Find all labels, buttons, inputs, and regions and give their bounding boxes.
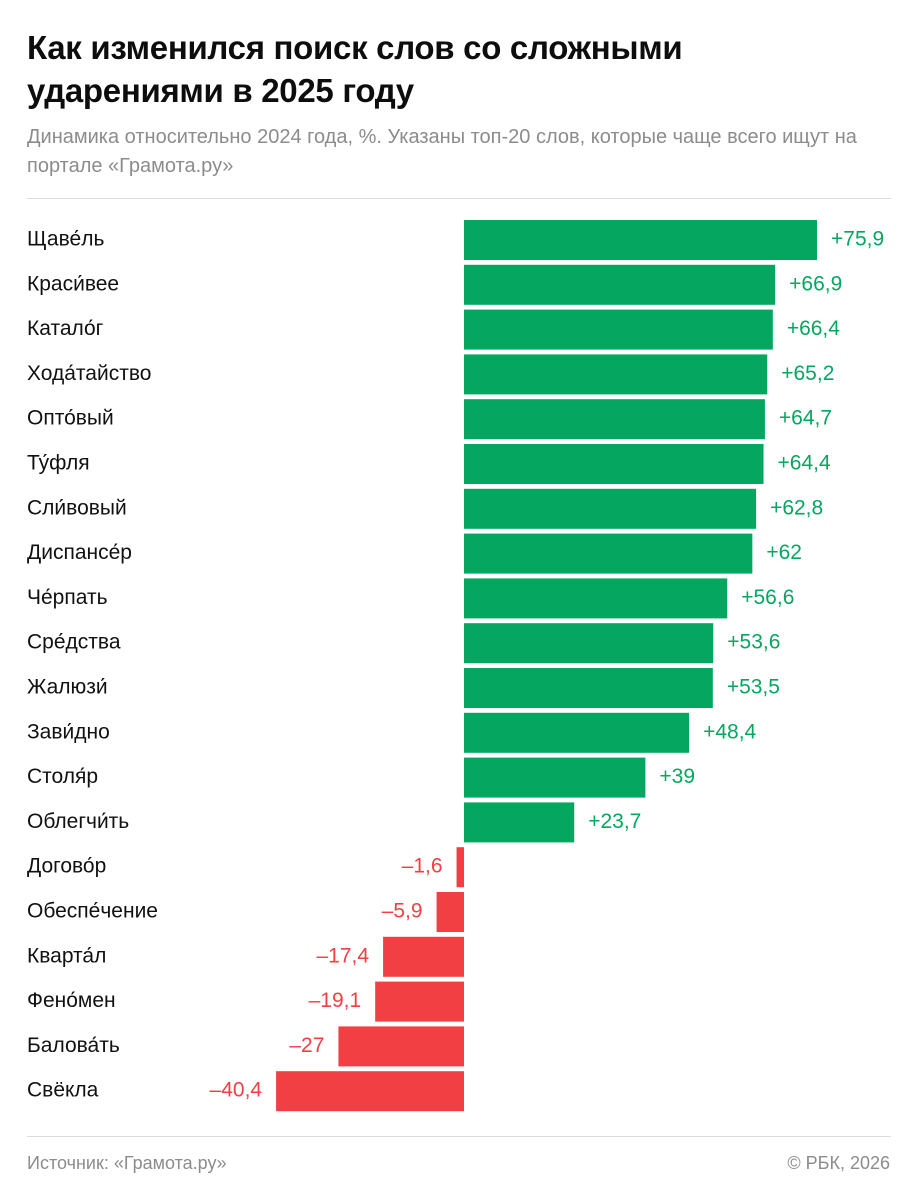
- bar: [338, 1026, 464, 1067]
- bar: [464, 399, 765, 440]
- value-label: +66,4: [787, 317, 840, 340]
- value-label: +39: [659, 765, 695, 788]
- category-label: Ту́фля: [27, 452, 90, 475]
- category-label: Че́рпать: [27, 586, 108, 609]
- value-label: +65,2: [781, 362, 834, 385]
- bar: [464, 802, 575, 843]
- category-label: Хода́тайство: [27, 362, 151, 385]
- bar: [456, 847, 464, 888]
- category-label: Столя́р: [27, 765, 98, 788]
- bar: [375, 981, 464, 1022]
- value-label: –27: [289, 1034, 324, 1057]
- category-label: Катало́г: [27, 317, 104, 340]
- bar: [464, 488, 757, 529]
- bar: [464, 668, 713, 708]
- value-label: +64,4: [778, 452, 831, 475]
- bar: [383, 936, 464, 977]
- bar: [464, 712, 690, 753]
- bar: [464, 578, 728, 619]
- category-label: Сре́дства: [27, 631, 121, 654]
- category-label: Догово́р: [27, 855, 106, 878]
- value-label: +75,9: [831, 228, 884, 251]
- value-label: +66,9: [789, 272, 842, 295]
- category-label: Обеспе́чение: [27, 900, 158, 923]
- category-label: Балова́ть: [27, 1034, 120, 1057]
- bar: [464, 309, 773, 350]
- category-label: Свёкла: [27, 1079, 99, 1102]
- category-label: Фено́мен: [27, 989, 116, 1012]
- bar: [276, 1071, 464, 1112]
- value-label: +62,8: [770, 496, 823, 519]
- top-divider: [27, 198, 891, 199]
- bar: [464, 623, 714, 664]
- value-label: –1,6: [402, 855, 443, 878]
- bar: [464, 354, 768, 395]
- category-label: Опто́вый: [27, 407, 114, 430]
- value-label: +56,6: [741, 586, 794, 609]
- bar: [464, 220, 817, 260]
- value-label: +64,7: [779, 407, 832, 430]
- value-label: –5,9: [382, 900, 423, 923]
- bar: [464, 444, 764, 484]
- category-label: Щаве́ль: [27, 228, 104, 251]
- category-label: Сли́вовый: [27, 496, 127, 519]
- bar-chart: Щаве́ль +75,9 Краси́вее +66,9 Катало́г +66,4 Х…: [27, 220, 884, 1112]
- value-label: –19,1: [309, 989, 362, 1012]
- value-label: –40,4: [210, 1079, 263, 1102]
- bottom-divider: [27, 1136, 891, 1137]
- category-label: Зави́дно: [27, 720, 110, 743]
- bar: [464, 533, 753, 574]
- chart-subtitle: Динамика относительно 2024 года, %. Указ…: [27, 126, 857, 177]
- value-label: –17,4: [317, 944, 370, 967]
- bar: [464, 264, 776, 305]
- category-label: Краси́вее: [27, 272, 119, 295]
- bar: [436, 892, 464, 932]
- category-label: Кварта́л: [27, 944, 106, 967]
- value-label: +48,4: [703, 720, 756, 743]
- category-label: Жалюзи́: [27, 676, 108, 699]
- value-label: +62: [766, 541, 802, 564]
- category-label: Диспансе́р: [27, 541, 132, 564]
- bar: [464, 757, 646, 798]
- value-label: +53,6: [727, 631, 780, 654]
- value-label: +53,5: [727, 676, 780, 699]
- chart-title: Как изменился поиск слов со сложными уда…: [27, 29, 683, 109]
- value-label: +23,7: [588, 810, 641, 833]
- source-note: Источник: «Грамота.ру»: [27, 1153, 227, 1173]
- category-label: Облегчи́ть: [27, 810, 129, 833]
- copyright-note: © РБК, 2026: [787, 1153, 890, 1173]
